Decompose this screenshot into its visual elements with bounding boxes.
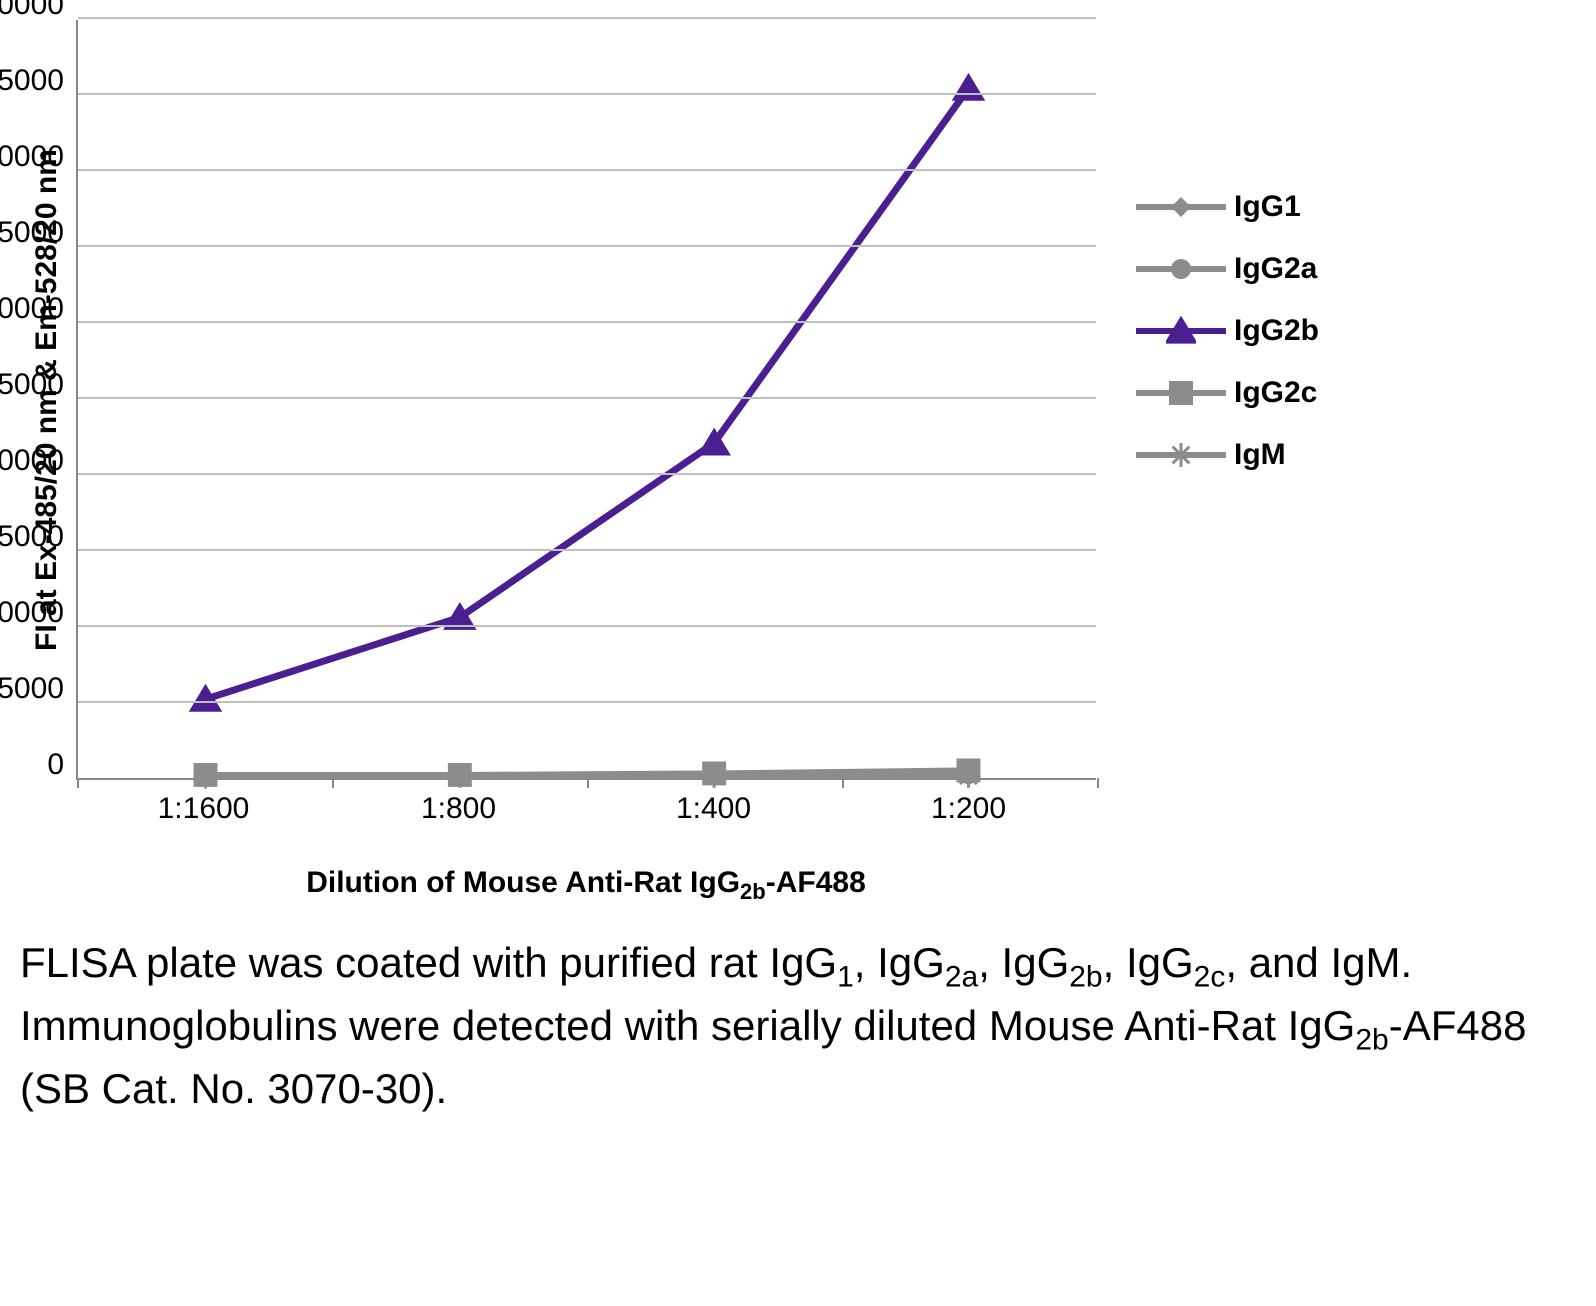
legend-label: IgG2c [1234,376,1317,410]
legend-marker [1136,319,1226,343]
gridline [78,549,1096,551]
legend-label: IgM [1234,438,1286,472]
chart-area: FI at Ex-485/20 nm & Em-528/20 nm 500004… [20,20,1576,905]
gridline [78,93,1096,95]
legend-marker [1136,257,1226,281]
gridline [78,245,1096,247]
gridline [78,397,1096,399]
x-tick-mark [842,778,844,788]
gridline [78,17,1096,19]
legend-label: IgG2b [1234,314,1319,348]
series-line-IgM [206,776,969,777]
series-marker-IgG2b [952,73,986,101]
x-tick: 1:800 [331,792,586,826]
plot-wrapper: 5000045000400003500030000250002000015000… [64,20,1319,905]
legend-label: IgG2a [1234,252,1317,286]
x-tick-mark [332,778,334,788]
x-axis-label: Dilution of Mouse Anti-Rat IgG2b-AF488 [76,866,1096,905]
x-tick: 1:400 [586,792,841,826]
x-axis-ticks: 1:16001:8001:4001:200 [76,780,1096,826]
figure-caption: FLISA plate was coated with purified rat… [20,935,1576,1117]
x-tick-mark [77,778,79,788]
legend-item-IgG1: IgG1 [1136,190,1319,224]
legend-label: IgG1 [1234,190,1301,224]
legend-item-IgG2b: IgG2b [1136,314,1319,348]
plot-area [76,20,1096,780]
legend-marker [1136,195,1226,219]
x-tick: 1:1600 [76,792,331,826]
legend: IgG1 IgG2a IgG2b IgG2c IgM [1096,20,1319,780]
gridline [78,321,1096,323]
y-axis-ticks: 5000045000400003500030000250002000015000… [64,20,76,780]
gridline [78,625,1096,627]
gridline [78,169,1096,171]
series-line-IgG2b [206,88,969,699]
x-tick-mark [587,778,589,788]
x-tick: 1:200 [841,792,1096,826]
figure-container: FI at Ex-485/20 nm & Em-528/20 nm 500004… [20,20,1576,1117]
gridline [78,473,1096,475]
gridline [78,701,1096,703]
plot-row: 5000045000400003500030000250002000015000… [64,20,1319,780]
x-tick-mark [1097,778,1099,788]
legend-item-IgM: IgM [1136,438,1319,472]
legend-item-IgG2c: IgG2c [1136,376,1319,410]
legend-marker [1136,381,1226,405]
legend-item-IgG2a: IgG2a [1136,252,1319,286]
legend-marker [1136,443,1226,467]
plot-svg [78,20,1096,778]
